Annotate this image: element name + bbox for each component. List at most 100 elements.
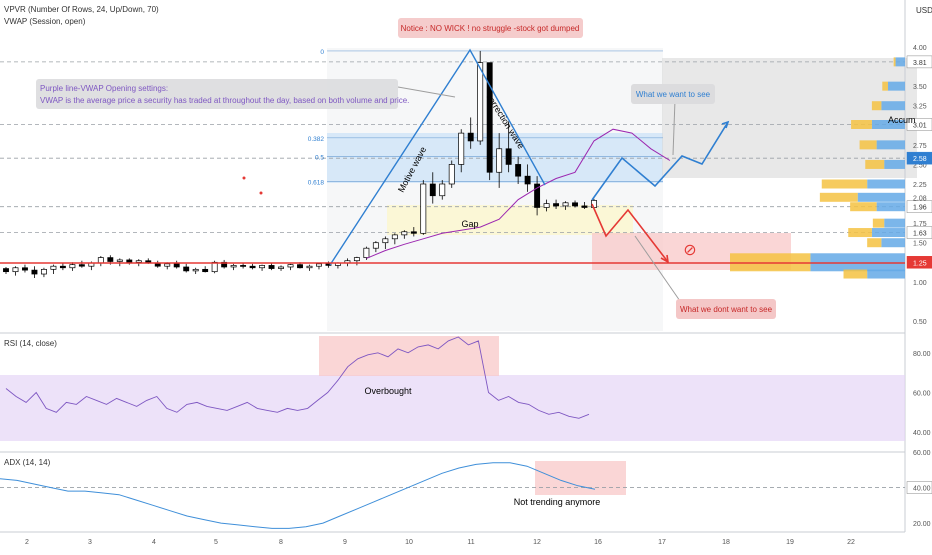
- red-dot: [242, 176, 246, 180]
- price-tick-label: 1.96: [913, 205, 927, 212]
- fib-label: 0.382: [308, 136, 325, 143]
- candle-body: [486, 62, 493, 173]
- candle-body: [572, 202, 578, 207]
- volume-bar-down: [882, 81, 888, 91]
- candle-body: [78, 264, 85, 267]
- volume-bar-down: [893, 57, 896, 67]
- candle-body: [259, 265, 266, 269]
- volume-bar-down: [843, 269, 868, 279]
- price-label-bg: [906, 226, 932, 239]
- vwap-series: [366, 128, 671, 259]
- dont-want-text: What we dont want to see: [680, 305, 773, 314]
- candle-body: [69, 264, 76, 269]
- price-label-bg: [906, 200, 932, 213]
- candle-body: [183, 266, 190, 272]
- candle-body: [59, 265, 66, 269]
- candle-body: [278, 266, 284, 269]
- time-tick-label: 16: [594, 539, 602, 546]
- want-path: [591, 121, 729, 201]
- fib-label: 0: [320, 49, 324, 56]
- volume-bar-down: [867, 238, 882, 248]
- candle-body: [316, 263, 322, 267]
- candle-body: [401, 231, 408, 236]
- candle-body: [40, 268, 47, 275]
- adx-tick-label: 60.00: [913, 450, 931, 457]
- volume-bar-up: [876, 140, 905, 150]
- volume-bar-up: [881, 238, 905, 248]
- rsi-tick-label: 40.00: [913, 430, 931, 437]
- volume-bar-up: [881, 101, 905, 111]
- price-tick-label: 2.58: [913, 156, 927, 163]
- volume-bar-down: [821, 179, 868, 189]
- adx-series: [0, 462, 596, 529]
- candle-body: [391, 234, 398, 240]
- price-label-bg: [906, 151, 932, 165]
- dont-want-box: [676, 299, 776, 319]
- volume-bar-down: [850, 202, 877, 212]
- currency-label: USD: [916, 6, 932, 15]
- volume-bar-down: [851, 120, 872, 130]
- volume-bar-down: [871, 101, 882, 111]
- time-tick-label: 4: [152, 539, 156, 546]
- candle-body: [22, 267, 28, 271]
- adx-label-bg: [906, 481, 932, 494]
- volume-bar-up: [867, 269, 905, 279]
- notice-box: [398, 18, 583, 38]
- price-tick-label: 3.50: [913, 84, 927, 91]
- price-label-bg: [906, 55, 932, 69]
- price-tick-label: 1.00: [913, 280, 927, 287]
- volume-bar-down: [872, 218, 885, 228]
- fib-label: 0.618: [308, 180, 325, 187]
- candle-body: [297, 264, 303, 269]
- time-tick-label: 19: [786, 539, 794, 546]
- rsi-tick-label: 80.00: [913, 351, 931, 358]
- price-tick-label: 3.81: [913, 60, 927, 67]
- candle-body: [562, 202, 569, 207]
- price-tick-label: 0.50: [913, 319, 927, 326]
- gap-zone: [387, 205, 633, 235]
- candle-body: [496, 148, 503, 173]
- want-note-arrow: [672, 99, 676, 156]
- candle-body: [439, 183, 446, 197]
- candle-body: [353, 257, 360, 262]
- volume-bar-down: [819, 192, 858, 202]
- candle-body: [164, 263, 171, 267]
- time-tick-label: 12: [533, 539, 541, 546]
- candle-body: [363, 247, 370, 258]
- time-axis: 2 3 4 5 8 9 10 11 12 16 17 18 19 22: [25, 539, 855, 546]
- candle-body: [12, 267, 19, 273]
- accum-label: Accum: [888, 115, 916, 125]
- vpvr-label: VPVR (Number Of Rows, 24, Up/Down, 70): [4, 5, 159, 14]
- volume-bar-down: [848, 228, 872, 238]
- time-tick-label: 18: [722, 539, 730, 546]
- price-tick-label: 3.25: [913, 104, 927, 111]
- price-tick-label: 4.00: [913, 45, 927, 52]
- time-tick-label: 17: [658, 539, 666, 546]
- overbought-label: Overbought: [364, 386, 412, 396]
- adx-label: ADX (14, 14): [4, 458, 51, 467]
- time-tick-label: 2: [25, 539, 29, 546]
- candle-body: [230, 265, 237, 268]
- price-tick-label: 2.25: [913, 182, 927, 189]
- candle-body: [448, 164, 455, 185]
- candle-body: [50, 265, 57, 270]
- rsi-tick-label: 60.00: [913, 391, 931, 398]
- volume-bar-down: [865, 159, 885, 169]
- time-tick-label: 22: [847, 539, 855, 546]
- price-tick-label: 2.75: [913, 143, 927, 150]
- volume-bar-up: [887, 81, 905, 91]
- wave-lines: [329, 48, 546, 266]
- want-zone: [662, 58, 917, 178]
- time-tick-label: 5: [214, 539, 218, 546]
- candle-body: [505, 148, 512, 165]
- volume-bar-up: [867, 179, 905, 189]
- want-box: [631, 84, 715, 104]
- candle-body: [410, 231, 417, 234]
- grid-lines: 0 0.382 0.5 0.618: [0, 49, 905, 488]
- candle-body: [135, 260, 142, 263]
- candle-body: [382, 238, 389, 244]
- candle-body: [173, 263, 180, 268]
- rsi-line: [5, 336, 590, 419]
